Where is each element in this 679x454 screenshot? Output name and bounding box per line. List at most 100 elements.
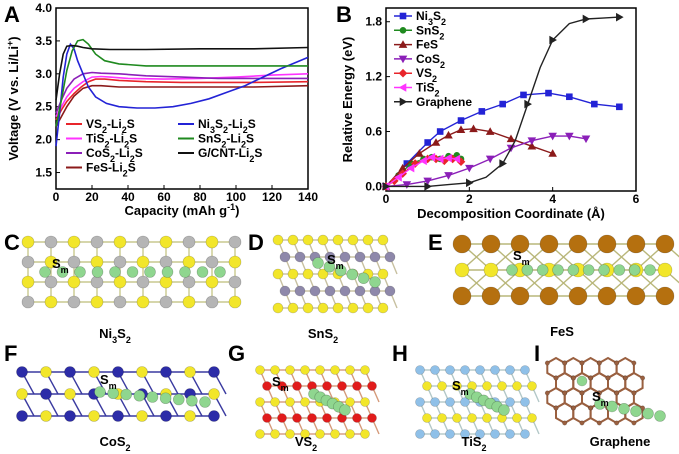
series-line-cos2-li2s bbox=[55, 71, 308, 114]
atom bbox=[622, 375, 628, 381]
data-point-fes bbox=[506, 134, 516, 143]
sm-label-e: Sm bbox=[513, 248, 530, 267]
atom bbox=[339, 285, 351, 297]
atom bbox=[596, 390, 602, 396]
atom bbox=[452, 413, 462, 423]
atom bbox=[510, 286, 530, 306]
atom bbox=[40, 410, 52, 422]
data-point-ni3s2 bbox=[478, 108, 486, 115]
y-tick-label-a: 1.5 bbox=[35, 166, 52, 180]
atom bbox=[490, 365, 500, 375]
sm-label-d: Sm bbox=[327, 252, 344, 271]
atom bbox=[354, 251, 366, 263]
atom bbox=[527, 413, 537, 423]
li-atom bbox=[126, 266, 139, 278]
sm-label-h: Sm bbox=[452, 378, 469, 397]
atom bbox=[317, 268, 329, 280]
li-atom bbox=[498, 404, 510, 416]
atom bbox=[490, 429, 500, 439]
atom bbox=[655, 286, 675, 306]
atom bbox=[460, 429, 470, 439]
atom bbox=[415, 429, 425, 439]
atom bbox=[205, 235, 219, 249]
atom bbox=[483, 262, 499, 278]
series-line-vs2-li2s bbox=[55, 78, 309, 121]
atom bbox=[505, 429, 515, 439]
atom bbox=[317, 234, 329, 246]
li-atom bbox=[576, 375, 588, 387]
li-atom bbox=[91, 266, 104, 278]
li-atom bbox=[39, 266, 51, 278]
atom bbox=[307, 413, 317, 423]
material-label-h: TiS2 bbox=[461, 434, 486, 453]
data-point-graphene bbox=[466, 178, 474, 188]
atom bbox=[332, 302, 344, 314]
x-tick-label-a: 140 bbox=[298, 190, 318, 204]
atom bbox=[347, 302, 359, 314]
data-point-cos2 bbox=[581, 135, 591, 144]
atom bbox=[182, 235, 196, 249]
x-axis-label-b: Decomposition Coordinate (Å) bbox=[417, 206, 605, 221]
atom bbox=[631, 390, 637, 396]
atom bbox=[570, 405, 576, 411]
li-atom bbox=[567, 264, 580, 276]
atom bbox=[160, 410, 172, 422]
panel-label-c: C bbox=[4, 230, 20, 255]
atom bbox=[626, 234, 646, 254]
data-point-ni3s2 bbox=[436, 128, 444, 135]
atom bbox=[64, 410, 76, 422]
li-atom bbox=[536, 264, 549, 276]
data-point-tis2 bbox=[452, 154, 461, 164]
legend-marker bbox=[398, 68, 408, 78]
atom bbox=[302, 302, 314, 314]
y-tick-label-a: 2.5 bbox=[35, 100, 52, 114]
atom bbox=[568, 234, 588, 254]
atom bbox=[553, 405, 559, 411]
atom bbox=[452, 286, 472, 306]
y-tick-label-a: 4.0 bbox=[35, 1, 52, 15]
atom bbox=[415, 365, 425, 375]
li-atom bbox=[120, 388, 133, 401]
atom bbox=[596, 420, 602, 426]
data-point-cos2 bbox=[423, 177, 432, 186]
atom bbox=[272, 268, 284, 280]
atom bbox=[568, 286, 588, 306]
atom bbox=[112, 410, 124, 422]
atom bbox=[430, 429, 440, 439]
legend-label: CoS2-Li2S bbox=[86, 146, 143, 164]
atom bbox=[113, 295, 127, 309]
atom bbox=[579, 420, 585, 426]
atom bbox=[294, 285, 306, 297]
atom bbox=[384, 285, 396, 297]
atom bbox=[255, 429, 265, 439]
data-point-tis2 bbox=[444, 153, 452, 163]
atom bbox=[570, 375, 576, 381]
panel-label-f: F bbox=[4, 341, 17, 366]
atom bbox=[481, 234, 501, 254]
legend-marker bbox=[399, 97, 408, 107]
atom bbox=[44, 255, 58, 269]
li-atom bbox=[552, 264, 564, 276]
data-point-graphene bbox=[616, 12, 624, 22]
y-tick-label-b: 0.0 bbox=[365, 179, 382, 193]
atom bbox=[322, 413, 332, 423]
atom bbox=[452, 234, 472, 254]
atom bbox=[367, 381, 377, 391]
atom bbox=[345, 365, 355, 375]
atom bbox=[21, 275, 35, 289]
atom bbox=[437, 413, 447, 423]
legend-label: FeS-Li2S bbox=[86, 161, 136, 179]
panel-label-a: A bbox=[4, 2, 20, 27]
atom bbox=[67, 255, 81, 269]
atom bbox=[512, 413, 522, 423]
atom bbox=[300, 365, 310, 375]
carbon-ring bbox=[624, 401, 644, 425]
atom bbox=[579, 390, 585, 396]
atom bbox=[279, 285, 291, 297]
atom bbox=[562, 390, 568, 396]
y-axis-label-b: Relative Energy (eV) bbox=[340, 37, 355, 163]
atom bbox=[422, 381, 432, 391]
data-point-graphene bbox=[524, 99, 532, 109]
sm-label-c: Sm bbox=[52, 256, 69, 275]
atom bbox=[631, 360, 637, 366]
